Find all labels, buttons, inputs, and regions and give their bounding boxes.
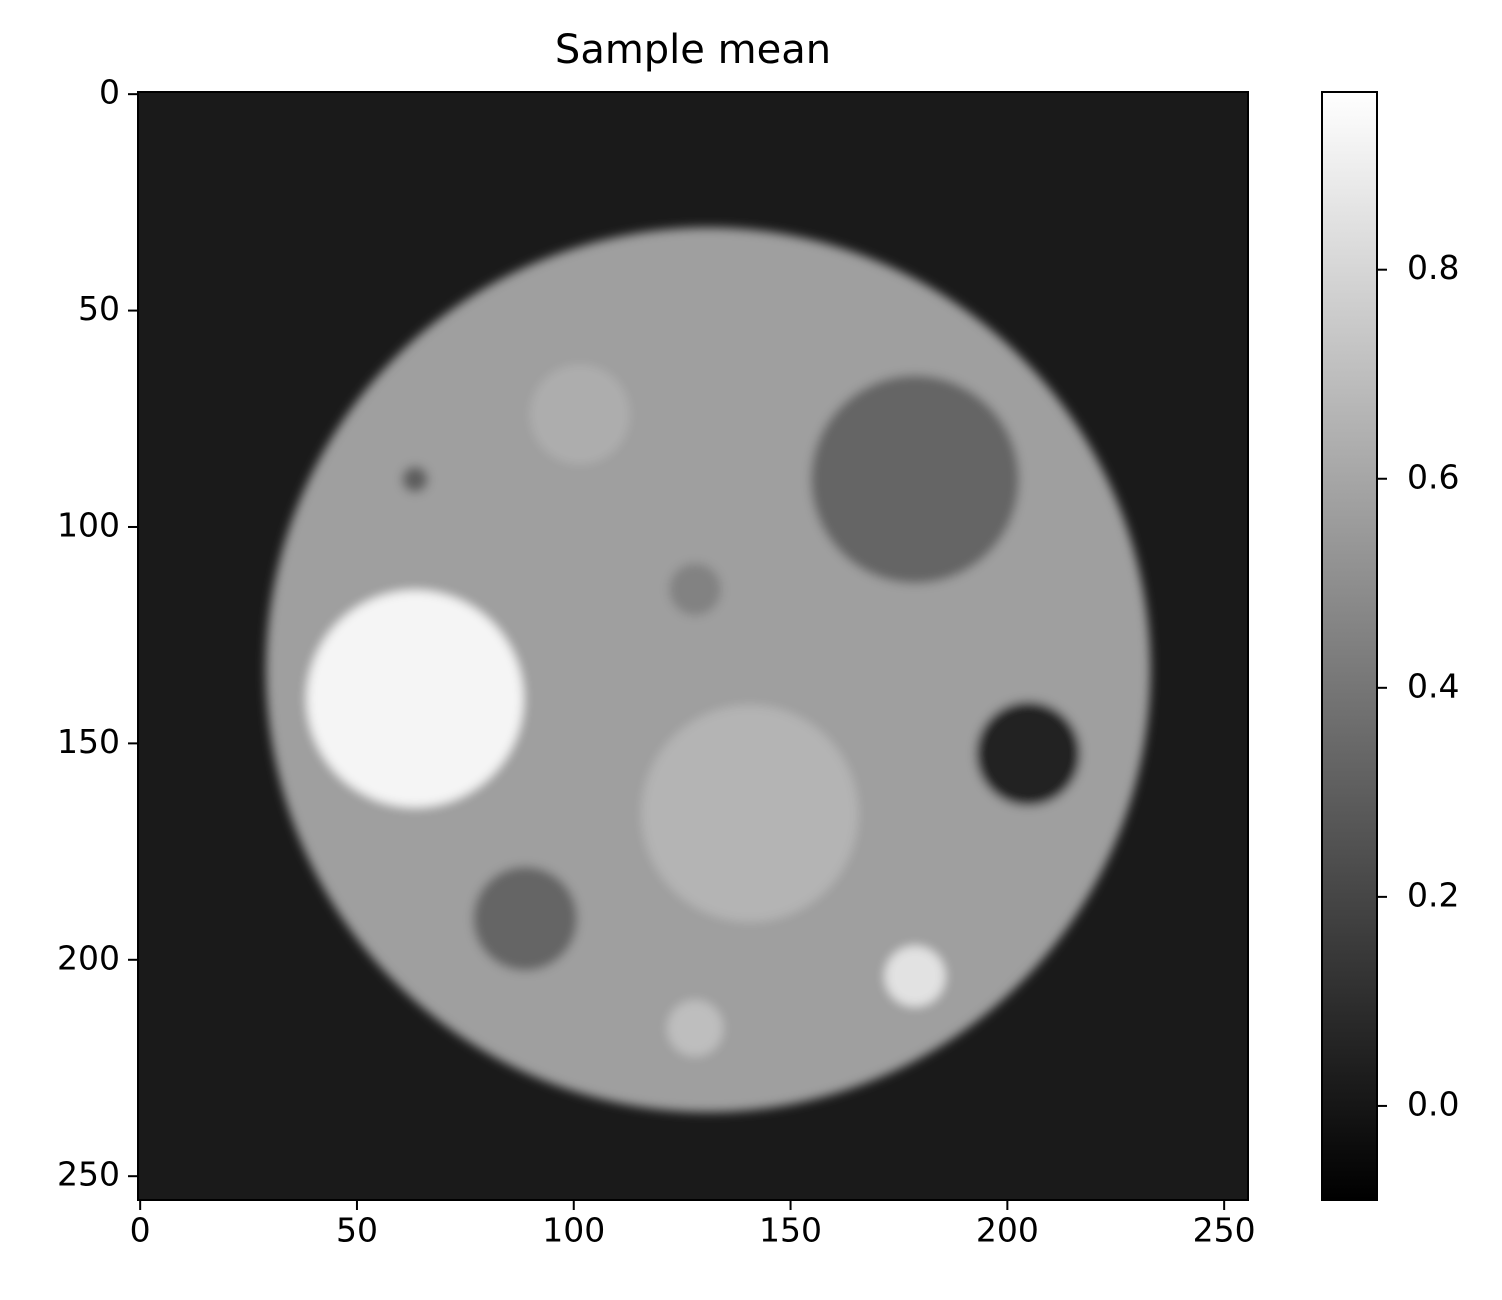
x-tick-label: 150 [759, 1211, 822, 1250]
image-region [884, 945, 946, 1007]
colorbar-tick-label: 0.4 [1407, 666, 1459, 705]
axes-frame [137, 91, 1249, 1201]
x-tick-label: 200 [976, 1211, 1039, 1250]
colorbar-tick-label: 0.6 [1407, 457, 1459, 496]
x-tick-label: 100 [542, 1211, 605, 1250]
image-content [265, 227, 1151, 1113]
image-region [473, 866, 578, 971]
image-region [810, 375, 1020, 584]
x-tick-label: 0 [130, 1211, 151, 1250]
image-region [666, 999, 724, 1057]
y-tick-label: 0 [99, 73, 120, 112]
y-tick-label: 100 [57, 505, 120, 544]
y-tick-label: 50 [78, 289, 120, 328]
image-region [641, 705, 859, 922]
image [138, 92, 1248, 1200]
image-region [306, 590, 524, 808]
chart-title: Sample mean [555, 27, 831, 73]
colorbar [1321, 91, 1378, 1201]
y-tick-label: 200 [57, 938, 120, 977]
colorbar-tick-label: 0.0 [1407, 1084, 1459, 1123]
y-tick-label: 150 [57, 722, 120, 761]
image-region [669, 563, 722, 616]
image-region [976, 701, 1081, 806]
y-tick-label: 250 [57, 1155, 120, 1194]
colorbar-tick-label: 0.8 [1407, 248, 1459, 287]
x-tick-label: 250 [1193, 1211, 1256, 1250]
image-region [529, 364, 630, 465]
image-region [402, 466, 429, 493]
x-tick-label: 50 [336, 1211, 378, 1250]
colorbar-tick-label: 0.2 [1407, 875, 1459, 914]
